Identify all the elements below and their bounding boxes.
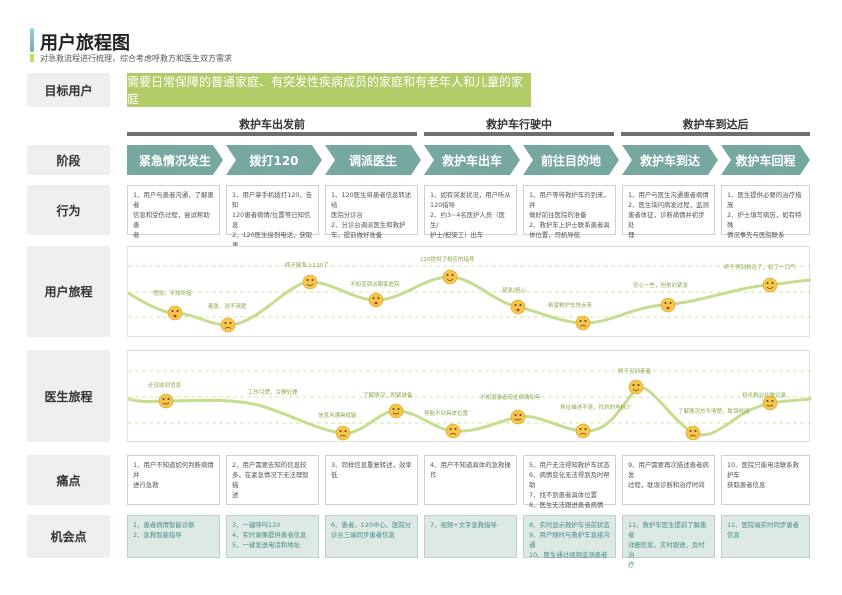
opportunity-cell: 11、救护车医生提前了解患者 详细信息，实时跟进，及时治疗 <box>622 515 715 569</box>
action-cell: 1、用户等待救护车的到来，并 做好前往医院的准备 2、救护车上护士联系患者具 体位置，… <box>523 185 616 239</box>
row-label-stage: 阶段 <box>27 145 110 175</box>
doctor-emotion-label: 还没收到消息 <box>148 381 182 389</box>
subtitle-marker <box>30 54 34 62</box>
user-journey-faces <box>167 269 778 333</box>
row-label-pain: 痛点 <box>27 455 110 505</box>
phase-after-line <box>621 132 810 136</box>
user-emotion-label: 希望救护车快点来 <box>548 301 593 309</box>
row-label-action: 行为 <box>27 185 110 235</box>
action-cell: 1、120医生将患者信息转述给 医院分诊台 2、分诊台调派医生和救护 车，提前做好准备 <box>325 185 418 239</box>
doctor-emotion-label: 初步救治并做记录 <box>742 391 787 399</box>
stage-en-route: 前往目的地 <box>523 145 619 175</box>
neutral-face-icon <box>388 403 404 419</box>
worried-face-icon <box>167 305 183 321</box>
doctor-emotion-label: 终于见到患者 <box>618 367 652 375</box>
happy-face-icon <box>628 379 644 395</box>
sad-face-icon <box>575 315 591 331</box>
phase-after: 救护车到达后 <box>682 118 749 131</box>
sad-face-icon <box>220 317 236 333</box>
row-label-target: 目标用户 <box>27 73 110 107</box>
neutral-face-icon <box>510 409 526 425</box>
worried-face-icon <box>510 299 526 315</box>
target-users-box: 需要日常保障的普通家庭、有突发性疾病成员的家庭和有老年人和儿童的家庭 <box>127 73 531 107</box>
doctor-journey-chart: 还没收到消息 工作习惯，冷静处理 信息沟通具成链 了解情况，积紧准备 导航不到具… <box>127 367 812 441</box>
opportunity-cell: 12、医院端实时同步患者信息 <box>721 515 810 558</box>
neutral-face-icon <box>158 393 174 409</box>
opportunity-cell: 8、实时显示救护车当前状态 9、用户随时与救护车直接沟通 10、医生通过视频监测患者 <box>523 515 616 559</box>
worried-face-icon <box>660 297 676 313</box>
user-emotion-label: 慌张、不知所措 <box>153 289 192 297</box>
user-emotion-label: 紧张/担心 <box>502 286 526 294</box>
action-cell: 1、用户与医生沟通患者病情 2、医生询问病发过程，监测 患者体征，诊断病情并初步处理 <box>622 185 715 239</box>
phase-driving: 救护车行驶中 <box>486 118 552 131</box>
doctor-emotion-label: 了解情况总不清楚，耽误时间 <box>678 407 750 415</box>
stage-arrived: 救护车到达 <box>622 145 718 175</box>
row-label-user-journey: 用户旅程 <box>27 246 110 337</box>
opportunity-cell: 6、患者、120中心、医院分 诊台三端同步患者信息 <box>325 515 418 558</box>
stage-emergency: 紧急情况发生 <box>127 145 223 175</box>
sad-face-icon <box>575 423 591 439</box>
user-emotion-label: 着急、说不清楚 <box>208 302 247 310</box>
action-cell: 1、用户拿手机拨打120，告知 120患者病情/位置等已知信息 2、120医生接到电… <box>226 185 319 259</box>
pain-cell: 2、用户需要告知的信息较 多，在紧急情况下无法理智描述 <box>226 455 319 505</box>
worried-face-icon <box>368 292 384 308</box>
stage-return: 救护车回程 <box>721 145 810 175</box>
pain-cell: 1、用户不知道如何判断病情并 进行急救 <box>127 455 220 505</box>
doctor-journey-faces <box>158 379 778 441</box>
opportunity-cell: 3、一键呼叫120 4、实时录像提供患者信息 5、一键发送电话和地址 <box>226 515 319 558</box>
phase-before-line <box>127 132 417 136</box>
doctor-emotion-label: 不知道患者现在病情如何 <box>480 393 541 401</box>
sad-face-icon <box>335 425 351 441</box>
stage-call-120: 拨打120 <box>226 145 322 175</box>
phase-driving-line <box>424 132 614 136</box>
user-emotion-label: 120提供了相应的指导 <box>420 255 475 263</box>
row-label-opportunity: 机会点 <box>27 515 110 558</box>
happy-face-icon <box>762 277 778 293</box>
stage-ambulance-out: 救护车出车 <box>424 145 520 175</box>
doctor-emotion-label: 导航不到具体位置 <box>424 409 469 417</box>
sad-face-icon <box>685 425 701 441</box>
user-emotion-label: 安心一些，但依旧紧张 <box>633 281 689 289</box>
pain-cell: 9、用户需要再次描述患者病发 过程，耽误诊断和治疗时间 <box>622 455 715 505</box>
user-emotion-label: 终于联系上120了 <box>285 261 329 269</box>
doctor-journey-panel: 还没收到消息 工作习惯，冷静处理 信息沟通具成链 了解情况，积紧准备 导航不到具… <box>127 350 812 442</box>
doctor-emotion-label: 工作习惯，冷静处理 <box>248 388 298 396</box>
title-accent-bar <box>30 28 34 52</box>
action-cell: 1、如有突发状况，用户听从 120指导 2、约3~4名医护人员（医生/护士/担架工）… <box>424 185 517 239</box>
doctor-emotion-label: 信息沟通具成链 <box>318 411 357 419</box>
sad-face-icon <box>445 423 461 439</box>
stage-dispatch-doctor: 调派医生 <box>325 145 421 175</box>
phase-before: 救护车出发前 <box>239 118 305 131</box>
page-subtitle: 对急救流程进行梳理，综合考虑呼救方和医生双方需求 <box>40 54 232 63</box>
action-cell: 1、医生提供必要的治疗措施 2、护士填写病历，如有特殊 情况事先与医院联系 <box>721 185 810 239</box>
user-journey-panel: 慌张、不知所措 着急、说不清楚 终于联系上120了 不知道调派哪家医院 120提… <box>127 246 812 337</box>
happy-face-icon <box>302 274 318 290</box>
opportunity-cell: 7、视频+文字急救指导 <box>424 515 517 558</box>
happy-face-icon <box>442 269 458 285</box>
doctor-emotion-label: 了解情况，积紧准备 <box>363 391 413 399</box>
row-label-doctor-journey: 医生旅程 <box>27 350 110 442</box>
user-emotion-label: 不知道调派哪家医院 <box>350 280 400 288</box>
doctor-emotion-label: 地址描述不清，找到的地标少 <box>560 403 632 411</box>
action-cell: 1、用户与患者沟通，了解患者 信息和受伤过程，尝试帮助患者 <box>127 185 220 239</box>
user-journey-chart: 慌张、不知所措 着急、说不清楚 终于联系上120了 不知道调派哪家医院 120提… <box>127 255 812 333</box>
neutral-face-icon <box>762 395 778 411</box>
pain-cell: 10、医院只能电话联系救护车 获取患者信息 <box>721 455 810 505</box>
pain-cell: 3、同样信息重复转述，效率低 <box>325 455 418 505</box>
user-emotion-label: 终于得到救治了，松了一口气 <box>724 263 796 271</box>
page-title: 用户旅程图 <box>40 33 130 54</box>
pain-cell: 5、用户无法得知救护车状态 6、病情变化无法得到及时帮助 7、找不到患者具体位置 8、… <box>523 455 616 509</box>
opportunity-cell: 1、患者病情智能诊断 2、急救智能指导 <box>127 515 220 558</box>
pain-cell: 4、用户不知道具体的急救操作 <box>424 455 517 505</box>
